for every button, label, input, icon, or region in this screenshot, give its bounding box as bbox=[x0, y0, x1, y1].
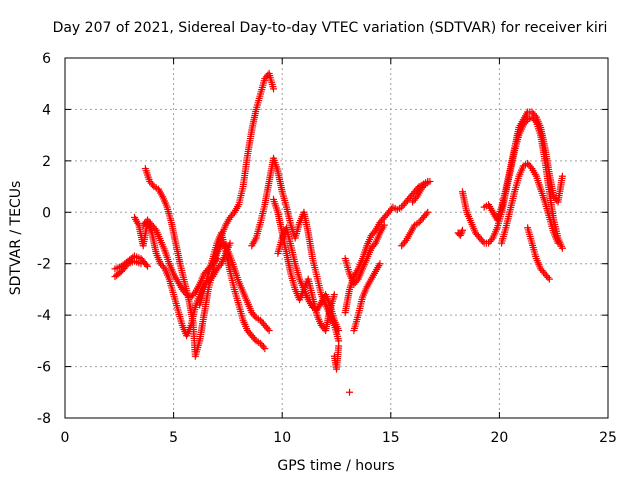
data-point bbox=[151, 225, 159, 233]
x-tick-label: 25 bbox=[599, 430, 617, 446]
x-tick-label: 20 bbox=[490, 430, 508, 446]
data-point bbox=[456, 231, 464, 239]
chart-title: Day 207 of 2021, Sidereal Day-to-day VTE… bbox=[53, 20, 608, 36]
data-points bbox=[111, 69, 566, 396]
data-point bbox=[264, 325, 272, 333]
data-point bbox=[149, 181, 157, 189]
data-point bbox=[558, 172, 566, 180]
data-point bbox=[229, 210, 237, 218]
y-tick-label: -2 bbox=[37, 257, 51, 273]
data-point bbox=[420, 182, 428, 190]
x-tick-label: 15 bbox=[382, 430, 400, 446]
data-point bbox=[142, 261, 150, 269]
data-point bbox=[137, 260, 145, 268]
data-point bbox=[527, 163, 535, 171]
data-point bbox=[353, 277, 361, 285]
y-tick-label: -6 bbox=[37, 360, 51, 376]
data-point bbox=[458, 228, 466, 236]
data-point bbox=[558, 244, 566, 252]
data-point bbox=[487, 236, 495, 244]
x-tick-label: 5 bbox=[169, 430, 178, 446]
data-point bbox=[401, 238, 409, 246]
y-tick-label: -8 bbox=[37, 411, 51, 427]
data-point bbox=[424, 208, 432, 216]
data-point bbox=[251, 335, 259, 343]
data-point bbox=[370, 228, 378, 236]
data-point bbox=[261, 345, 269, 353]
data-point bbox=[457, 230, 465, 238]
data-point bbox=[458, 226, 466, 234]
data-point bbox=[370, 241, 378, 249]
axis-ticks: 0 5 10 15 20 25 -8 -6 -4 -2 0 2 4 6 bbox=[37, 51, 617, 446]
data-point bbox=[330, 291, 338, 299]
data-point bbox=[411, 195, 419, 203]
data-point bbox=[531, 111, 539, 119]
data-point bbox=[265, 327, 273, 335]
y-tick-label: 6 bbox=[42, 51, 51, 67]
y-tick-label: 4 bbox=[42, 102, 51, 118]
y-tick-label: 0 bbox=[42, 205, 51, 221]
data-point bbox=[545, 275, 553, 283]
data-point bbox=[226, 239, 234, 247]
data-point bbox=[544, 273, 552, 281]
data-point bbox=[159, 263, 167, 271]
x-tick-label: 0 bbox=[61, 430, 70, 446]
data-point bbox=[422, 210, 430, 218]
data-point bbox=[144, 262, 152, 270]
data-point bbox=[479, 237, 487, 245]
data-point bbox=[346, 388, 354, 396]
data-point bbox=[335, 327, 343, 335]
data-point bbox=[335, 342, 343, 350]
y-axis-label: SDTVAR / TECUs bbox=[8, 181, 24, 296]
data-point bbox=[426, 177, 434, 185]
data-point bbox=[270, 85, 278, 93]
y-tick-label: -4 bbox=[37, 308, 51, 324]
data-point bbox=[181, 289, 189, 297]
x-tick-label: 10 bbox=[273, 430, 291, 446]
y-tick-label: 2 bbox=[42, 154, 51, 170]
data-point bbox=[259, 343, 267, 351]
x-axis-label: GPS time / hours bbox=[277, 458, 394, 474]
data-point bbox=[216, 261, 224, 269]
data-point bbox=[554, 239, 562, 247]
plot-frame bbox=[64, 57, 609, 419]
data-point bbox=[376, 260, 384, 268]
data-point bbox=[190, 290, 198, 298]
data-point bbox=[380, 221, 388, 229]
data-point bbox=[251, 312, 259, 320]
